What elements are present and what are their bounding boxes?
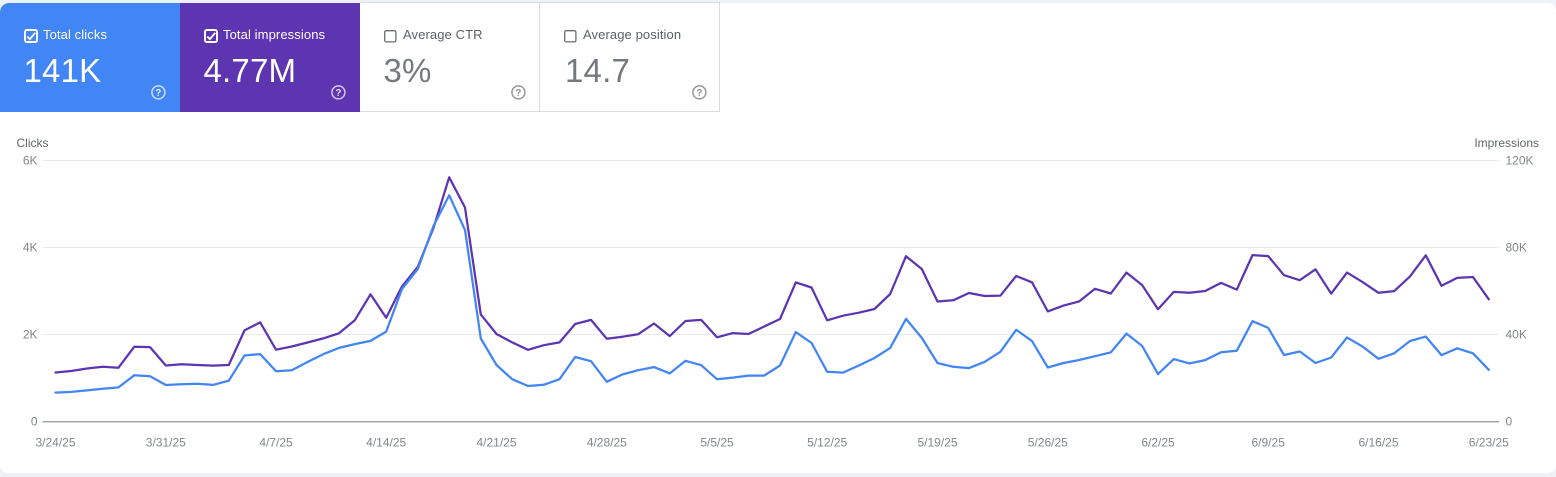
- svg-text:6/9/25: 6/9/25: [1252, 436, 1286, 450]
- svg-text:40K: 40K: [1506, 328, 1527, 342]
- svg-text:80K: 80K: [1506, 241, 1527, 255]
- svg-text:0: 0: [1506, 415, 1513, 429]
- svg-text:120K: 120K: [1506, 154, 1534, 168]
- svg-text:Impressions: Impressions: [1474, 136, 1539, 150]
- svg-text:6/23/25: 6/23/25: [1469, 436, 1509, 450]
- svg-text:5/12/25: 5/12/25: [807, 436, 847, 450]
- svg-text:6K: 6K: [23, 154, 38, 168]
- svg-text:5/19/25: 5/19/25: [917, 436, 957, 450]
- svg-text:2K: 2K: [23, 328, 38, 342]
- svg-text:4/28/25: 4/28/25: [587, 436, 627, 450]
- svg-text:?: ?: [336, 88, 342, 99]
- svg-text:?: ?: [515, 88, 521, 99]
- svg-text:6/16/25: 6/16/25: [1358, 436, 1398, 450]
- svg-text:?: ?: [696, 88, 702, 99]
- svg-text:6/2/25: 6/2/25: [1141, 436, 1175, 450]
- svg-text:?: ?: [156, 88, 162, 99]
- svg-text:3/31/25: 3/31/25: [146, 436, 186, 450]
- svg-text:4/7/25: 4/7/25: [259, 436, 293, 450]
- svg-text:5/5/25: 5/5/25: [700, 436, 734, 450]
- svg-text:0: 0: [31, 415, 38, 429]
- svg-text:5/26/25: 5/26/25: [1028, 436, 1068, 450]
- svg-text:4/21/25: 4/21/25: [476, 436, 516, 450]
- svg-text:3/24/25: 3/24/25: [35, 436, 75, 450]
- svg-text:Clicks: Clicks: [17, 136, 49, 150]
- svg-text:4K: 4K: [23, 241, 38, 255]
- svg-text:4/14/25: 4/14/25: [366, 436, 406, 450]
